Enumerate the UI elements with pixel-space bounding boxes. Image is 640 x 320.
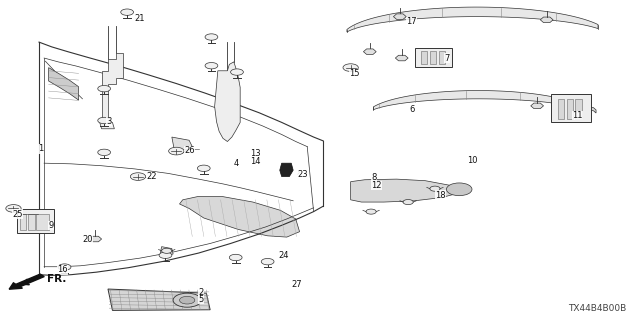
Text: 3: 3: [106, 117, 111, 126]
Polygon shape: [582, 106, 596, 113]
Text: 22: 22: [147, 172, 157, 181]
Circle shape: [58, 264, 71, 270]
Circle shape: [179, 296, 195, 304]
Circle shape: [205, 34, 218, 40]
FancyBboxPatch shape: [557, 99, 564, 119]
FancyBboxPatch shape: [28, 213, 35, 230]
Text: 14: 14: [250, 157, 260, 166]
Circle shape: [173, 293, 201, 307]
Circle shape: [98, 85, 111, 92]
Circle shape: [169, 147, 184, 155]
FancyBboxPatch shape: [575, 99, 582, 119]
FancyBboxPatch shape: [36, 213, 49, 230]
Polygon shape: [102, 53, 124, 123]
Text: 16: 16: [57, 265, 67, 275]
Circle shape: [98, 117, 111, 124]
Text: 4: 4: [234, 159, 239, 168]
FancyBboxPatch shape: [551, 94, 591, 123]
Circle shape: [6, 204, 21, 212]
Polygon shape: [161, 247, 173, 256]
Text: 5: 5: [198, 295, 204, 304]
Text: TX44B4B00B: TX44B4B00B: [568, 304, 627, 313]
FancyBboxPatch shape: [17, 209, 54, 233]
Circle shape: [229, 254, 242, 261]
Text: FR.: FR.: [47, 274, 66, 284]
Text: 2: 2: [198, 288, 204, 297]
Polygon shape: [108, 289, 210, 310]
FancyBboxPatch shape: [421, 51, 428, 64]
Circle shape: [343, 64, 358, 71]
Circle shape: [121, 9, 134, 15]
Text: 1: 1: [38, 144, 43, 153]
Circle shape: [131, 173, 146, 180]
Text: 24: 24: [278, 251, 289, 260]
Circle shape: [197, 165, 210, 172]
Circle shape: [205, 62, 218, 69]
Text: 10: 10: [467, 156, 477, 164]
Circle shape: [447, 183, 472, 196]
FancyBboxPatch shape: [20, 213, 26, 230]
Circle shape: [159, 252, 172, 259]
Polygon shape: [49, 68, 79, 100]
FancyBboxPatch shape: [439, 51, 445, 64]
Circle shape: [366, 209, 376, 214]
FancyBboxPatch shape: [415, 48, 452, 67]
Text: 26: 26: [184, 146, 195, 155]
Circle shape: [261, 259, 274, 265]
FancyArrow shape: [9, 274, 44, 289]
Polygon shape: [351, 179, 461, 202]
Text: 27: 27: [291, 280, 302, 289]
Text: 20: 20: [83, 235, 93, 244]
Text: 8: 8: [371, 173, 376, 182]
Text: 6: 6: [410, 105, 415, 114]
Circle shape: [230, 69, 243, 75]
Polygon shape: [540, 17, 553, 23]
Polygon shape: [396, 55, 408, 61]
Circle shape: [403, 199, 413, 204]
Polygon shape: [214, 62, 240, 141]
Polygon shape: [280, 163, 293, 177]
Circle shape: [162, 248, 172, 253]
Polygon shape: [89, 236, 102, 242]
Text: 17: 17: [406, 17, 417, 26]
Text: 9: 9: [49, 221, 54, 230]
Circle shape: [98, 149, 111, 156]
Polygon shape: [373, 91, 582, 110]
FancyBboxPatch shape: [566, 99, 573, 119]
Polygon shape: [347, 7, 598, 32]
Text: 25: 25: [12, 210, 22, 219]
Text: 7: 7: [445, 53, 450, 62]
Text: 21: 21: [135, 14, 145, 23]
Polygon shape: [531, 103, 543, 108]
Text: 15: 15: [349, 69, 359, 78]
Circle shape: [430, 186, 440, 191]
Polygon shape: [394, 14, 406, 20]
Text: 11: 11: [572, 111, 583, 120]
Text: 12: 12: [371, 181, 381, 190]
Text: 18: 18: [435, 190, 445, 200]
Text: 23: 23: [298, 170, 308, 179]
Polygon shape: [179, 197, 300, 237]
Text: 13: 13: [250, 149, 260, 158]
FancyBboxPatch shape: [430, 51, 436, 64]
Polygon shape: [172, 137, 192, 153]
Polygon shape: [100, 123, 115, 129]
Polygon shape: [364, 49, 376, 54]
